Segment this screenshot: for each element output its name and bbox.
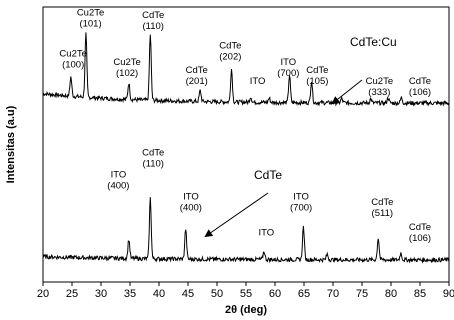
x-tick-label: 85 bbox=[414, 288, 426, 300]
peak-label: CdTe bbox=[142, 10, 164, 21]
peak-label: (700) bbox=[277, 68, 299, 79]
peak-label: CdTe bbox=[371, 197, 393, 208]
peak-label: ITO bbox=[258, 227, 274, 238]
peak-label: (201) bbox=[186, 76, 208, 87]
peak-label: (105) bbox=[306, 76, 328, 87]
peak-label: ITO bbox=[183, 192, 199, 203]
series-label-cdte: CdTe bbox=[254, 168, 282, 182]
peak-label: (106) bbox=[409, 233, 431, 244]
peak-label: (400) bbox=[107, 181, 129, 192]
x-tick-label: 55 bbox=[240, 288, 252, 300]
x-tick-label: 20 bbox=[37, 288, 49, 300]
x-axis-ticks: 20 25 30 35 40 45 50 55 60 65 70 75 80 85 90 bbox=[37, 282, 454, 300]
peak-label: Cu2Te bbox=[59, 49, 86, 60]
peak-label: CdTe bbox=[306, 65, 328, 76]
peak-label: (700) bbox=[290, 203, 312, 214]
x-tick-label: 35 bbox=[124, 288, 136, 300]
peak-label: ITO bbox=[281, 57, 297, 68]
x-axis-title: 2θ (deg) bbox=[225, 304, 267, 316]
x-tick-label: 50 bbox=[211, 288, 223, 300]
peak-label: (110) bbox=[142, 21, 163, 32]
x-tick-label: 45 bbox=[182, 288, 194, 300]
series-line-cdte-cu bbox=[42, 32, 450, 107]
x-tick-label: 60 bbox=[269, 288, 281, 300]
peak-label: ITO bbox=[293, 192, 309, 203]
peak-label: (202) bbox=[219, 51, 241, 62]
peak-label: (511) bbox=[372, 208, 393, 219]
series-layer bbox=[42, 32, 450, 264]
peak-label: (333) bbox=[368, 87, 390, 98]
peak-label: (110) bbox=[142, 159, 163, 170]
peak-label: (102) bbox=[116, 68, 138, 79]
peak-label: CdTe bbox=[409, 76, 431, 87]
peak-label: Cu2Te bbox=[77, 7, 104, 18]
peak-label: ITO bbox=[111, 170, 127, 181]
x-tick-label: 25 bbox=[66, 288, 78, 300]
x-tick-label: 75 bbox=[356, 288, 368, 300]
peak-label: CdTe bbox=[142, 148, 164, 159]
x-tick-label: 90 bbox=[443, 288, 454, 300]
peak-label: Cu2Te bbox=[366, 76, 393, 87]
x-tick-label: 30 bbox=[95, 288, 107, 300]
y-axis-title: Intensitas (a.u) bbox=[5, 105, 17, 183]
peak-label: ITO bbox=[250, 76, 266, 87]
peak-label: (400) bbox=[180, 203, 202, 214]
series-label-cdte-cu: CdTe:Cu bbox=[350, 35, 397, 49]
arrow-cdte-cu bbox=[331, 79, 363, 105]
arrow-cdte bbox=[204, 192, 269, 238]
peak-label: (100) bbox=[62, 60, 84, 71]
peak-label: CdTe bbox=[186, 65, 208, 76]
peak-label: (101) bbox=[79, 18, 101, 29]
peak-label: CdTe bbox=[219, 40, 241, 51]
series-label-layer: CdTe:Cu CdTe bbox=[204, 35, 397, 238]
x-tick-label: 65 bbox=[298, 288, 310, 300]
x-tick-label: 40 bbox=[153, 288, 165, 300]
x-tick-label: 80 bbox=[385, 288, 397, 300]
annotation-layer: Cu2Te(100)Cu2Te(101)Cu2Te(102)CdTe(110)C… bbox=[59, 7, 431, 244]
peak-label: Cu2Te bbox=[113, 57, 140, 68]
x-tick-label: 70 bbox=[327, 288, 339, 300]
peak-label: (106) bbox=[409, 87, 431, 98]
peak-label: CdTe bbox=[409, 222, 431, 233]
series-line-cdte bbox=[42, 197, 450, 264]
